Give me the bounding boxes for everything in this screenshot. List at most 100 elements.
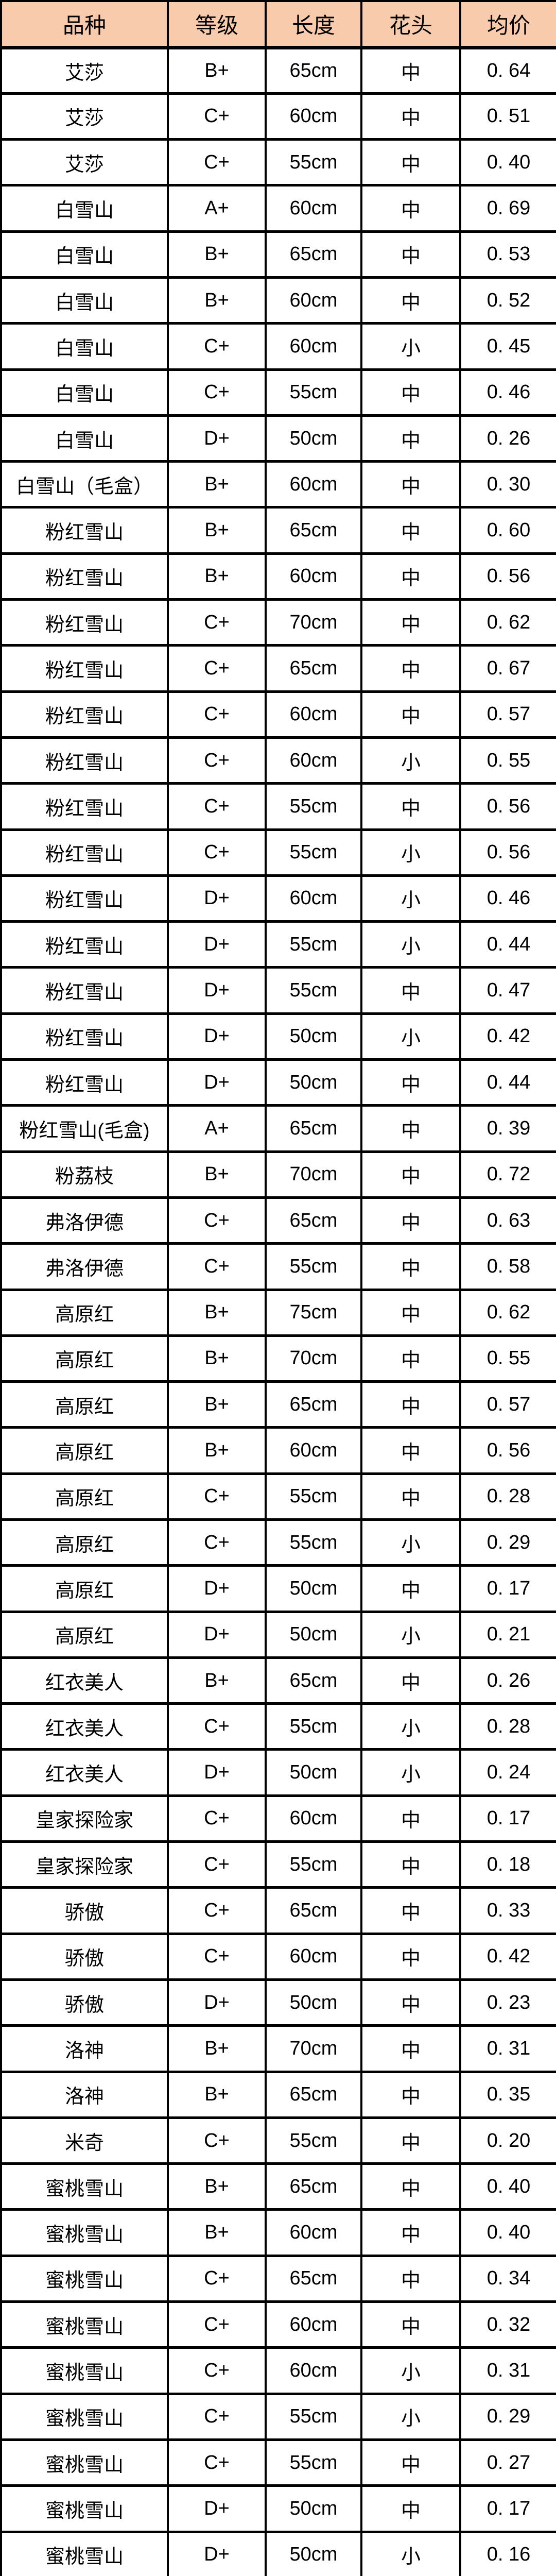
cell-variety: 蜜桃雪山 xyxy=(0,2162,169,2211)
cell-avg-price: 0. 58 xyxy=(459,1242,556,1291)
cell-variety: 白雪山 xyxy=(0,230,169,279)
table-row: 粉红雪山 D+ 55cm 中 0. 47 xyxy=(0,966,556,1015)
table-row: 白雪山 B+ 60cm 中 0. 52 xyxy=(0,276,556,325)
cell-length: 55cm xyxy=(265,966,362,1015)
cell-avg-price: 0. 42 xyxy=(459,1012,556,1061)
table-row: 白雪山 B+ 65cm 中 0. 53 xyxy=(0,230,556,279)
cell-grade: C+ xyxy=(167,2438,267,2487)
cell-length: 50cm xyxy=(265,2530,362,2576)
cell-flower-head: 中 xyxy=(360,1150,461,1199)
cell-flower-head: 中 xyxy=(360,1656,461,1705)
cell-flower-head: 小 xyxy=(360,828,461,877)
cell-length: 70cm xyxy=(265,2024,362,2073)
table-row: 红衣美人 D+ 50cm 小 0. 24 xyxy=(0,1748,556,1797)
cell-avg-price: 0. 52 xyxy=(459,276,556,325)
table-row: 白雪山 C+ 60cm 小 0. 45 xyxy=(0,322,556,371)
cell-flower-head: 中 xyxy=(360,276,461,325)
cell-length: 55cm xyxy=(265,1472,362,1521)
cell-grade: B+ xyxy=(167,1380,267,1429)
cell-flower-head: 中 xyxy=(360,2208,461,2257)
cell-flower-head: 中 xyxy=(360,92,461,141)
cell-grade: B+ xyxy=(167,46,267,95)
cell-avg-price: 0. 62 xyxy=(459,1288,556,1337)
table-row: 蜜桃雪山 C+ 60cm 中 0. 32 xyxy=(0,2300,556,2349)
cell-flower-head: 小 xyxy=(360,920,461,969)
cell-variety: 高原红 xyxy=(0,1380,169,1429)
cell-flower-head: 中 xyxy=(360,460,461,509)
cell-avg-price: 0. 45 xyxy=(459,322,556,371)
table-row: 粉红雪山 D+ 50cm 小 0. 42 xyxy=(0,1012,556,1061)
table-row: 米奇 C+ 55cm 中 0. 20 xyxy=(0,2116,556,2165)
cell-grade: D+ xyxy=(167,920,267,969)
cell-avg-price: 0. 34 xyxy=(459,2254,556,2303)
table-row: 骄傲 C+ 60cm 中 0. 42 xyxy=(0,1932,556,1981)
cell-flower-head: 中 xyxy=(360,2438,461,2487)
cell-flower-head: 中 xyxy=(360,2254,461,2303)
cell-flower-head: 小 xyxy=(360,736,461,785)
cell-grade: D+ xyxy=(167,966,267,1015)
cell-variety: 粉红雪山 xyxy=(0,506,169,555)
cell-avg-price: 0. 20 xyxy=(459,2116,556,2165)
cell-length: 65cm xyxy=(265,230,362,279)
cell-flower-head: 小 xyxy=(360,1012,461,1061)
table-row: 弗洛伊德 C+ 55cm 中 0. 58 xyxy=(0,1242,556,1291)
cell-length: 60cm xyxy=(265,874,362,923)
table-row: 高原红 B+ 75cm 中 0. 62 xyxy=(0,1288,556,1337)
table-row: 蜜桃雪山 B+ 65cm 中 0. 40 xyxy=(0,2162,556,2211)
cell-avg-price: 0. 57 xyxy=(459,1380,556,1429)
cell-flower-head: 中 xyxy=(360,2484,461,2533)
cell-variety: 蜜桃雪山 xyxy=(0,2254,169,2303)
cell-avg-price: 0. 40 xyxy=(459,138,556,187)
cell-grade: B+ xyxy=(167,460,267,509)
cell-grade: C+ xyxy=(167,1472,267,1521)
table-row: 骄傲 C+ 65cm 中 0. 33 xyxy=(0,1886,556,1935)
table-row: 洛神 B+ 70cm 中 0. 31 xyxy=(0,2024,556,2073)
cell-avg-price: 0. 17 xyxy=(459,2484,556,2533)
cell-flower-head: 中 xyxy=(360,1794,461,1843)
cell-flower-head: 小 xyxy=(360,322,461,371)
cell-length: 50cm xyxy=(265,1978,362,2027)
table-row: 白雪山 A+ 60cm 中 0. 69 xyxy=(0,184,556,233)
table-row: 粉红雪山 D+ 55cm 小 0. 44 xyxy=(0,920,556,969)
cell-flower-head: 中 xyxy=(360,230,461,279)
cell-flower-head: 中 xyxy=(360,2070,461,2119)
cell-length: 75cm xyxy=(265,1288,362,1337)
cell-grade: B+ xyxy=(167,1426,267,1475)
cell-avg-price: 0. 16 xyxy=(459,2530,556,2576)
cell-length: 55cm xyxy=(265,138,362,187)
cell-variety: 粉荔枝 xyxy=(0,1150,169,1199)
cell-length: 65cm xyxy=(265,1104,362,1153)
cell-avg-price: 0. 56 xyxy=(459,1426,556,1475)
cell-avg-price: 0. 56 xyxy=(459,552,556,601)
cell-grade: C+ xyxy=(167,1518,267,1567)
cell-grade: D+ xyxy=(167,2530,267,2576)
table-row: 红衣美人 C+ 55cm 小 0. 28 xyxy=(0,1702,556,1751)
cell-grade: B+ xyxy=(167,552,267,601)
table-row: 高原红 B+ 65cm 中 0. 57 xyxy=(0,1380,556,1429)
cell-variety: 弗洛伊德 xyxy=(0,1242,169,1291)
cell-length: 55cm xyxy=(265,1702,362,1751)
cell-avg-price: 0. 31 xyxy=(459,2024,556,2073)
cell-variety: 粉红雪山 xyxy=(0,644,169,693)
cell-avg-price: 0. 63 xyxy=(459,1196,556,1245)
cell-grade: B+ xyxy=(167,506,267,555)
cell-length: 65cm xyxy=(265,2254,362,2303)
cell-variety: 高原红 xyxy=(0,1288,169,1337)
table-row: 艾莎 C+ 55cm 中 0. 40 xyxy=(0,138,556,187)
cell-flower-head: 中 xyxy=(360,2300,461,2349)
cell-flower-head: 小 xyxy=(360,2392,461,2441)
cell-length: 65cm xyxy=(265,46,362,95)
cell-length: 70cm xyxy=(265,1150,362,1199)
cell-length: 50cm xyxy=(265,1012,362,1061)
cell-variety: 白雪山 xyxy=(0,322,169,371)
cell-grade: B+ xyxy=(167,1288,267,1337)
cell-avg-price: 0. 55 xyxy=(459,1334,556,1383)
table-row: 粉红雪山 C+ 55cm 中 0. 56 xyxy=(0,782,556,831)
cell-length: 65cm xyxy=(265,2070,362,2119)
cell-avg-price: 0. 62 xyxy=(459,598,556,647)
cell-grade: C+ xyxy=(167,828,267,877)
cell-grade: B+ xyxy=(167,1656,267,1705)
cell-variety: 高原红 xyxy=(0,1564,169,1613)
cell-variety: 蜜桃雪山 xyxy=(0,2346,169,2395)
